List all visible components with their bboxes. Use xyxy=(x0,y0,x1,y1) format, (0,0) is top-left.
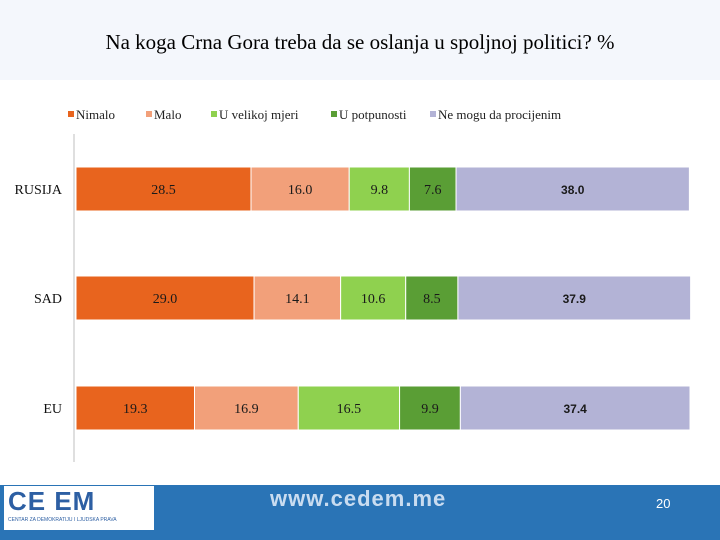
footer-url[interactable]: www.cedem.me xyxy=(270,486,447,511)
bar-segment xyxy=(75,385,196,431)
bar-segment xyxy=(194,385,299,431)
page-number: 20 xyxy=(656,496,671,511)
data-label: 7.6 xyxy=(424,183,442,198)
category-label: SAD xyxy=(34,292,62,307)
stacked-bar-chart: Nimalo Malo U velikoj mjeri U potpunosti Ne … xyxy=(15,107,692,462)
category-label: EU xyxy=(43,402,62,417)
data-label: 29.0 xyxy=(153,292,178,307)
data-label: 10.6 xyxy=(361,292,386,307)
logo-text: CE EM xyxy=(8,486,96,516)
title-band xyxy=(0,0,720,80)
data-label: 37.9 xyxy=(563,292,587,306)
data-label: 19.3 xyxy=(123,402,148,417)
bar-segment xyxy=(405,275,459,321)
legend-swatch xyxy=(211,111,217,117)
data-label: 16.0 xyxy=(288,183,313,198)
legend-swatch xyxy=(146,111,152,117)
logo-subtitle: CENTAR ZA DEMOKRATIJU I LJUDSKA PRAVA xyxy=(8,517,117,523)
legend-label: Malo xyxy=(154,107,181,122)
cedem-logo: CE EM CENTAR ZA DEMOKRATIJU I LJUDSKA PR… xyxy=(4,486,154,530)
legend-label: U potpunosti xyxy=(339,107,407,122)
page-title: Na koga Crna Gora treba da se oslanja u … xyxy=(105,30,615,54)
bar-segment xyxy=(408,166,457,212)
bar-segment xyxy=(297,385,401,431)
category-label: RUSIJA xyxy=(15,183,63,198)
data-label: 38.0 xyxy=(561,183,585,197)
data-label: 16.9 xyxy=(234,402,259,417)
legend-swatch xyxy=(331,111,337,117)
bar-segment xyxy=(75,275,255,321)
data-label: 9.9 xyxy=(421,402,439,417)
data-label: 37.4 xyxy=(564,402,588,416)
bar-segment xyxy=(399,385,461,431)
legend-swatch xyxy=(68,111,74,117)
bar-segment xyxy=(455,166,690,212)
data-label: 14.1 xyxy=(285,292,310,307)
bar-segment xyxy=(348,166,410,212)
bar-segment xyxy=(250,166,350,212)
bar-segment xyxy=(459,385,691,431)
legend-swatch xyxy=(430,111,436,117)
bar-segment xyxy=(75,166,252,212)
data-label: 28.5 xyxy=(151,183,176,198)
data-label: 8.5 xyxy=(423,292,441,307)
legend-label: U velikoj mjeri xyxy=(219,107,299,122)
legend-label: Ne mogu da procijenim xyxy=(438,107,561,122)
data-label: 9.8 xyxy=(371,183,389,198)
bar-segment xyxy=(457,275,692,321)
legend-label: Nimalo xyxy=(76,107,115,122)
data-label: 16.5 xyxy=(337,402,362,417)
